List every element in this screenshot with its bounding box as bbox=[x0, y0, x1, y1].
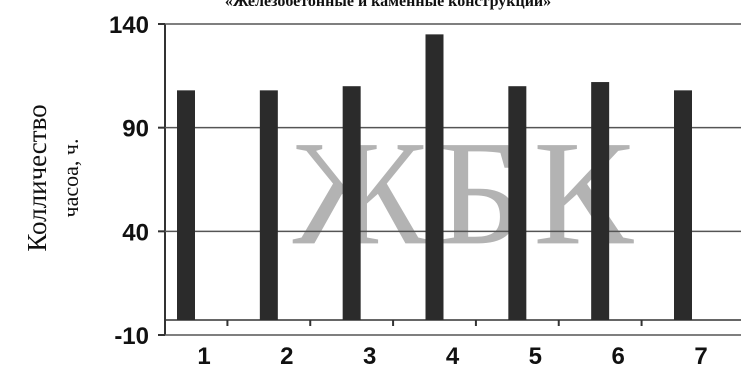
y-axis-label-line-2: часоа, ч. bbox=[58, 139, 83, 218]
x-tick-label: 1 bbox=[197, 343, 210, 366]
y-tick-label: 140 bbox=[109, 12, 149, 39]
bar-6 bbox=[591, 82, 610, 320]
chart-title: «Железобетонные и каменные конструкции» bbox=[225, 0, 551, 10]
bar-3 bbox=[342, 86, 361, 320]
x-tick-label: 5 bbox=[529, 343, 542, 366]
x-tick-label: 7 bbox=[694, 343, 707, 366]
x-tick-label: 6 bbox=[611, 343, 624, 366]
y-axis-label-line-1: Колличество bbox=[22, 104, 52, 251]
y-tick-label: -10 bbox=[114, 323, 149, 350]
x-tick-label: 3 bbox=[363, 343, 376, 366]
bar-1 bbox=[177, 90, 195, 320]
bar-4 bbox=[425, 34, 444, 320]
bar-7 bbox=[674, 90, 692, 320]
bar-5 bbox=[508, 86, 527, 320]
x-tick-label: 2 bbox=[280, 343, 293, 366]
bar-2 bbox=[259, 90, 278, 320]
x-tick-label: 4 bbox=[446, 343, 460, 366]
y-tick-label: 40 bbox=[122, 219, 149, 246]
y-tick-label: 90 bbox=[122, 116, 149, 143]
